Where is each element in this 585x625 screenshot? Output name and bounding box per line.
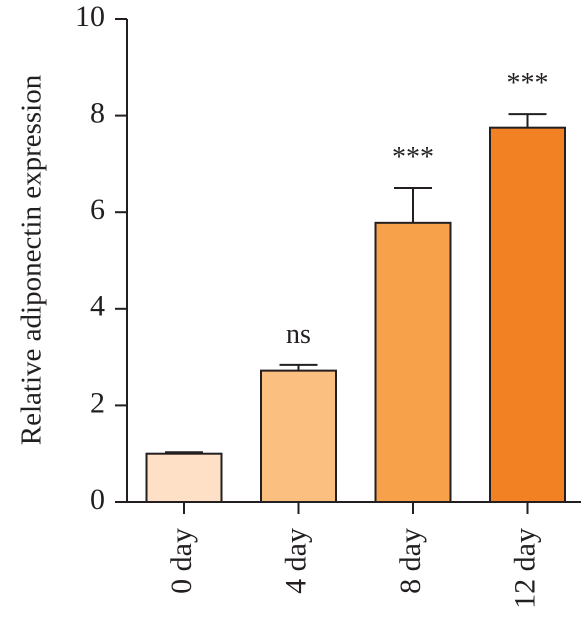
y-tick-label: 6 [90,193,105,226]
bar [374,221,452,504]
significance-label: *** [507,68,549,99]
y-tick-label: 10 [75,0,105,33]
y-tick-label: 2 [90,386,105,419]
significance-annotations: ns *** *** [286,68,548,350]
x-tick-label: 0 day [165,528,198,594]
y-tick-label: 4 [90,290,105,323]
x-tick-label: 8 day [394,528,427,594]
y-axis: 0 2 4 6 8 10 [75,0,128,516]
error-bar [508,113,547,128]
y-tick-label: 0 [90,483,105,516]
y-axis-label: Relative adiponectin expression [16,74,48,445]
bar [145,452,223,504]
x-tick-label: 4 day [279,528,312,594]
y-tick-label: 8 [90,96,105,129]
error-bar [279,363,318,371]
significance-label: ns [286,319,311,350]
error-bars [165,113,547,454]
significance-label: *** [392,142,434,173]
bar [489,126,566,504]
error-bar [394,187,432,223]
bars [145,126,566,504]
bar [260,369,337,503]
x-axis: 0 day 4 day 8 day 12 day [127,501,581,609]
x-tick-label: 12 day [508,528,541,609]
error-bar [165,451,203,454]
